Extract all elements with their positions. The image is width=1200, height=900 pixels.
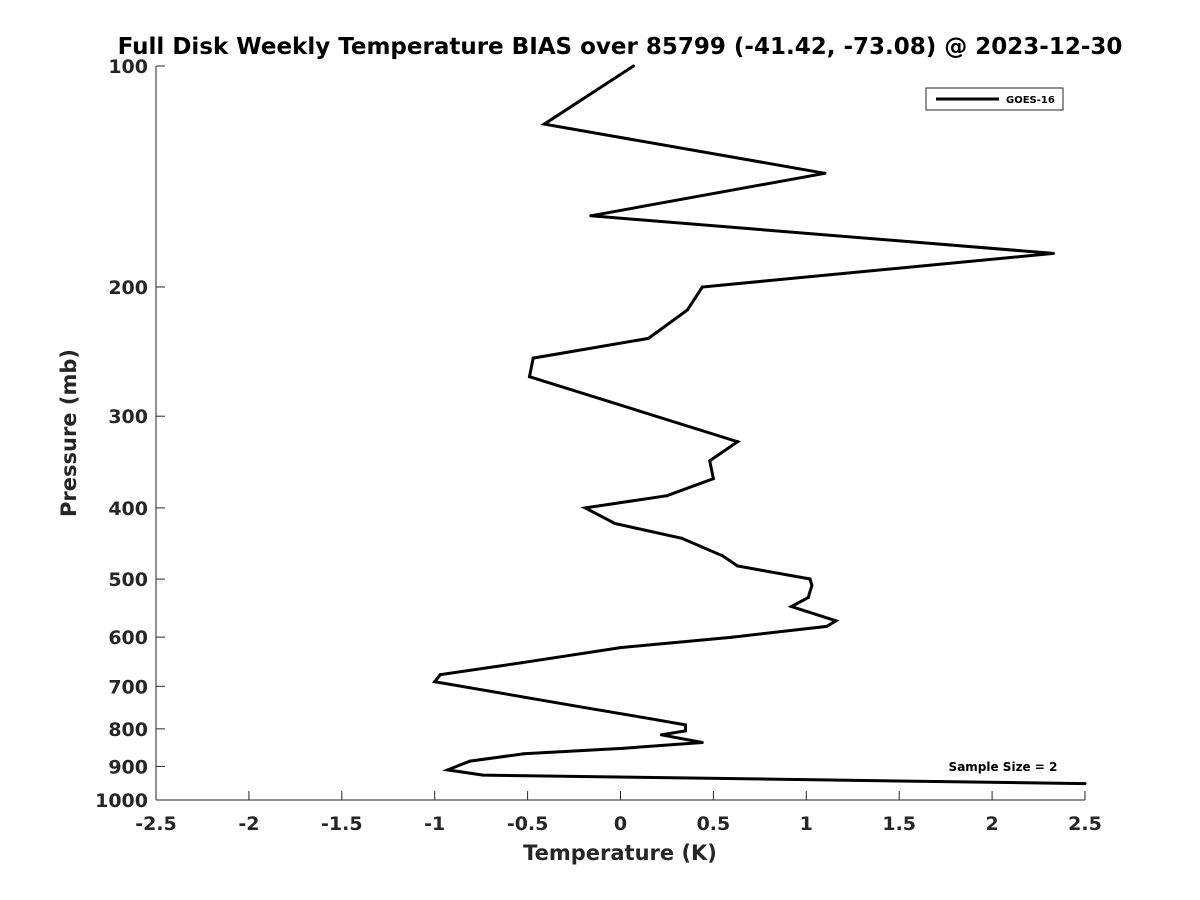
- y-tick-label: 600: [108, 627, 148, 649]
- data-point: [808, 577, 812, 581]
- data-point: [684, 723, 687, 727]
- data-point: [680, 536, 684, 540]
- data-point: [468, 759, 472, 763]
- x-tick-label: -2.5: [135, 813, 177, 835]
- y-tick-label: 1000: [95, 790, 148, 812]
- data-point: [531, 356, 535, 360]
- data-point: [721, 554, 725, 558]
- data-point: [433, 680, 437, 684]
- x-tick-label: -2: [238, 813, 259, 835]
- data-point: [685, 308, 689, 312]
- legend-label: GOES-16: [1006, 95, 1055, 106]
- data-point: [736, 440, 740, 444]
- x-ticks: -2.5 -2 -1.5 -1 -0.5 0 0.5 1 1.5 2 2.5: [135, 791, 1102, 835]
- data-point: [834, 619, 838, 623]
- y-ticks: 100 200 300 400 500 600 700 800 900 1000: [95, 56, 165, 812]
- x-tick-label: 2: [985, 813, 998, 835]
- data-point: [806, 596, 810, 600]
- data-point: [700, 741, 704, 744]
- data-point: [520, 661, 524, 665]
- data-point: [730, 635, 734, 639]
- data-point: [622, 746, 626, 750]
- data-point: [1083, 782, 1087, 786]
- y-axis-label: Pressure (mb): [57, 349, 81, 517]
- series-line-1: [431, 64, 1086, 786]
- x-tick-label: 0.5: [697, 813, 731, 835]
- y-tick-label: 100: [108, 56, 148, 78]
- data-point: [736, 564, 740, 568]
- data-point: [446, 768, 450, 772]
- series-layer: [431, 64, 1087, 786]
- x-tick-label: 1.5: [882, 813, 916, 835]
- data-point: [646, 336, 650, 340]
- x-tick-label: 2.5: [1068, 813, 1102, 835]
- data-point: [438, 673, 442, 677]
- data-point: [665, 494, 669, 498]
- x-tick-label: 0: [614, 813, 627, 835]
- data-point: [810, 583, 814, 587]
- y-tick-label: 400: [108, 498, 148, 520]
- data-point: [711, 477, 715, 481]
- data-point: [825, 624, 829, 628]
- data-point: [789, 605, 793, 608]
- data-point: [619, 646, 622, 650]
- data-point: [481, 773, 485, 777]
- data-point: [823, 171, 827, 175]
- data-point: [589, 214, 593, 218]
- data-point: [700, 285, 704, 289]
- x-axis-label: Temperature (K): [523, 841, 717, 865]
- chart-title: Full Disk Weekly Temperature BIAS over 8…: [118, 34, 1123, 60]
- data-point: [613, 522, 617, 525]
- x-tick-label: 1: [800, 813, 813, 835]
- y-tick-label: 900: [108, 756, 148, 778]
- x-tick-label: -0.5: [507, 813, 549, 835]
- data-point: [632, 64, 635, 68]
- data-point: [542, 122, 546, 126]
- data-point: [587, 706, 591, 710]
- legend: GOES-16: [925, 87, 1064, 111]
- data-point: [583, 506, 587, 510]
- data-point: [659, 733, 663, 737]
- data-point: [1051, 251, 1055, 255]
- data-point: [648, 717, 652, 721]
- x-tick-label: -1.5: [321, 813, 363, 835]
- x-tick-label: -1: [424, 813, 445, 835]
- sample-size-annotation: Sample Size = 2: [949, 760, 1058, 774]
- data-point: [708, 459, 712, 463]
- axes: [155, 66, 1085, 801]
- y-tick-label: 700: [108, 676, 148, 698]
- data-point: [528, 375, 531, 379]
- y-tick-label: 300: [108, 406, 148, 428]
- data-point: [522, 752, 526, 756]
- y-tick-label: 500: [108, 569, 148, 591]
- y-tick-label: 800: [108, 719, 148, 741]
- data-point: [684, 729, 687, 733]
- y-tick-label: 200: [108, 277, 148, 299]
